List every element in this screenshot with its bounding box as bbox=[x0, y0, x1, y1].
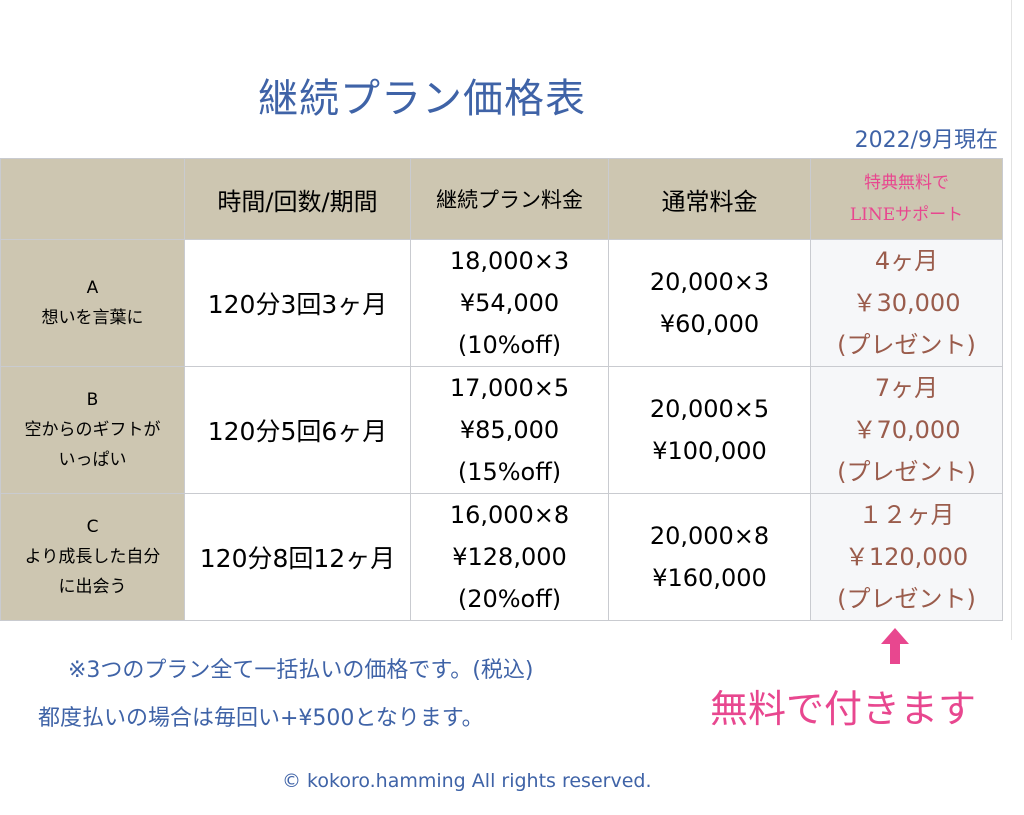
row-label-text-2: いっぱい bbox=[58, 450, 127, 470]
header-regular-price: 通常料金 bbox=[608, 158, 811, 240]
continuous-total: ¥54,000 bbox=[459, 289, 560, 317]
header-continuous-price: 継続プラン料金 bbox=[410, 158, 609, 240]
table-row-b: B 空からのギフトが いっぱい 120分5回6ヶ月 17,000×5 ¥85,0… bbox=[0, 366, 1003, 494]
payment-note: ※3つのプラン全て一括払いの価格です。(税込) bbox=[68, 658, 534, 683]
page-title: 継続プラン価格表 bbox=[258, 76, 586, 122]
header-empty-cell bbox=[0, 158, 185, 240]
as-of-date: 2022/9月現在 bbox=[854, 128, 998, 153]
row-label-text: 想いを言葉に bbox=[41, 308, 144, 328]
row-label-b: B 空からのギフトが いっぱい bbox=[0, 366, 185, 494]
regular-unit: 20,000×3 bbox=[649, 268, 770, 296]
row-label-letter: B bbox=[86, 390, 99, 410]
bonus-cell: 7ヶ月 ￥70,000 (プレゼント) bbox=[810, 366, 1003, 494]
continuous-discount: (10%off) bbox=[457, 331, 562, 359]
bonus-value: ￥120,000 bbox=[844, 543, 969, 571]
bonus-months: １２ヶ月 bbox=[858, 501, 955, 529]
continuous-unit: 16,000×8 bbox=[449, 501, 570, 529]
table-row-c: C より成長した自分 に出会う 120分8回12ヶ月 16,000×8 ¥128… bbox=[0, 493, 1003, 621]
regular-price-cell: 20,000×5 ¥100,000 bbox=[608, 366, 811, 494]
bonus-cell: 4ヶ月 ￥30,000 (プレゼント) bbox=[810, 239, 1003, 367]
bonus-value: ￥70,000 bbox=[852, 416, 961, 444]
row-label-text: 空からのギフトが bbox=[24, 420, 161, 440]
row-label-letter: A bbox=[86, 278, 99, 298]
row-label-c: C より成長した自分 に出会う bbox=[0, 493, 185, 621]
bonus-cell: １２ヶ月 ￥120,000 (プレゼント) bbox=[810, 493, 1003, 621]
continuous-unit: 18,000×3 bbox=[449, 247, 570, 275]
table-header-row: 時間/回数/期間 継続プラン料金 通常料金 特典無料で LINEサポート bbox=[0, 158, 1003, 240]
bonus-present: (プレゼント) bbox=[837, 331, 976, 359]
continuous-discount: (15%off) bbox=[457, 458, 562, 486]
continuous-discount: (20%off) bbox=[457, 585, 562, 613]
price-table: 時間/回数/期間 継続プラン料金 通常料金 特典無料で LINEサポート A 想… bbox=[0, 158, 1003, 621]
table-row-a: A 想いを言葉に 120分3回3ヶ月 18,000×3 ¥54,000 (10%… bbox=[0, 239, 1003, 367]
free-included-label: 無料で付きます bbox=[710, 687, 977, 731]
header-bonus-line1: 特典無料で bbox=[864, 173, 949, 193]
copyright: © kokoro.hamming All rights reserved. bbox=[282, 770, 652, 792]
header-bonus-line2: LINEサポート bbox=[849, 205, 964, 225]
regular-price-cell: 20,000×3 ¥60,000 bbox=[608, 239, 811, 367]
regular-unit: 20,000×8 bbox=[649, 522, 770, 550]
row-label-text-2: に出会う bbox=[58, 577, 127, 597]
page-edge-line bbox=[1011, 0, 1012, 640]
row-label-letter: C bbox=[86, 517, 99, 537]
bonus-present: (プレゼント) bbox=[837, 458, 976, 486]
plan-cell: 120分8回12ヶ月 bbox=[184, 493, 411, 621]
regular-total: ¥60,000 bbox=[659, 310, 760, 338]
per-session-note: 都度払いの場合は毎回い+¥500となります。 bbox=[38, 706, 484, 731]
bonus-months: 7ヶ月 bbox=[874, 374, 939, 402]
row-label-a: A 想いを言葉に bbox=[0, 239, 185, 367]
row-label-text: より成長した自分 bbox=[24, 547, 161, 567]
bonus-present: (プレゼント) bbox=[837, 585, 976, 613]
bonus-value: ￥30,000 bbox=[852, 289, 961, 317]
bonus-months: 4ヶ月 bbox=[874, 247, 939, 275]
regular-total: ¥100,000 bbox=[652, 437, 767, 465]
arrow-up-icon bbox=[881, 628, 909, 664]
continuous-unit: 17,000×5 bbox=[449, 374, 570, 402]
continuous-price-cell: 18,000×3 ¥54,000 (10%off) bbox=[410, 239, 609, 367]
header-plan: 時間/回数/期間 bbox=[184, 158, 411, 240]
continuous-price-cell: 17,000×5 ¥85,000 (15%off) bbox=[410, 366, 609, 494]
continuous-total: ¥128,000 bbox=[452, 543, 567, 571]
continuous-price-cell: 16,000×8 ¥128,000 (20%off) bbox=[410, 493, 609, 621]
regular-price-cell: 20,000×8 ¥160,000 bbox=[608, 493, 811, 621]
regular-unit: 20,000×5 bbox=[649, 395, 770, 423]
continuous-total: ¥85,000 bbox=[459, 416, 560, 444]
regular-total: ¥160,000 bbox=[652, 564, 767, 592]
plan-cell: 120分5回6ヶ月 bbox=[184, 366, 411, 494]
header-bonus: 特典無料で LINEサポート bbox=[810, 158, 1003, 240]
plan-cell: 120分3回3ヶ月 bbox=[184, 239, 411, 367]
